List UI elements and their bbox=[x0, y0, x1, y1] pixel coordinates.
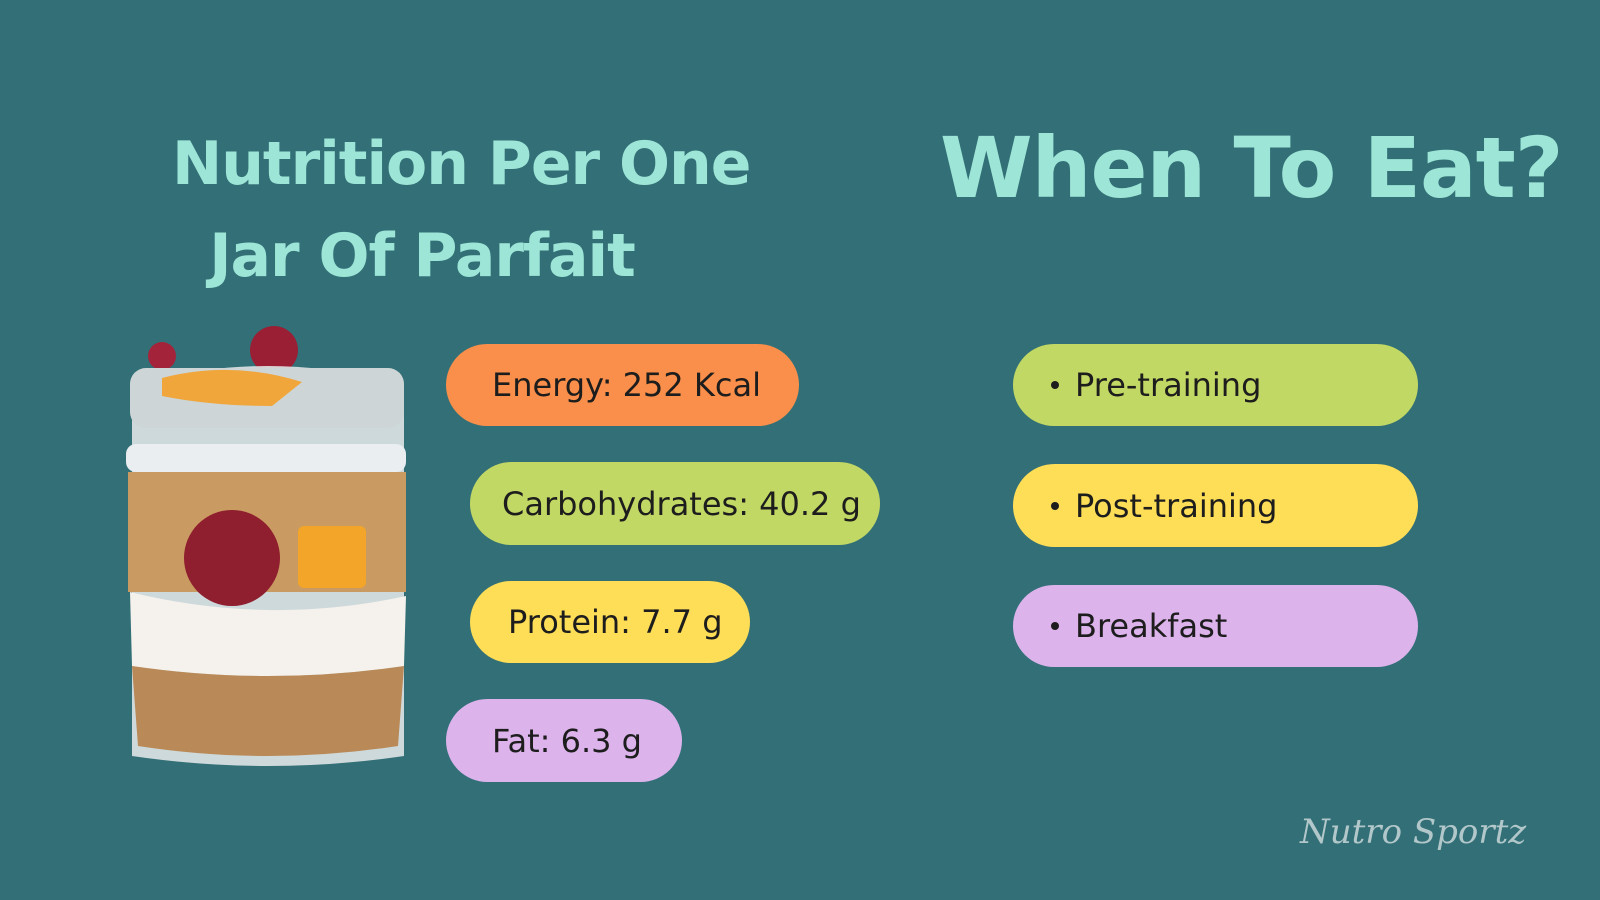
bullet bbox=[1051, 622, 1059, 630]
timing-pill: Breakfast bbox=[1013, 585, 1418, 667]
bullet bbox=[1051, 381, 1059, 389]
nutrient-pill: Energy: 252 Kcal bbox=[446, 344, 799, 426]
brand-logo: Nutro Sportz bbox=[1300, 812, 1527, 852]
nutrient-pill: Fat: 6.3 g bbox=[446, 699, 682, 782]
timing-pill: Post-training bbox=[1013, 464, 1418, 547]
bullet bbox=[1051, 501, 1059, 510]
timing-pill: Pre-training bbox=[1013, 344, 1418, 426]
nutrient-text: Energy: 252 Kcal bbox=[492, 366, 761, 404]
timing-text: Breakfast bbox=[1075, 607, 1228, 645]
nutrient-text: Protein: 7.7 g bbox=[508, 603, 723, 641]
timing-text: Post-training bbox=[1075, 486, 1278, 525]
title-line: Nutrition Per One bbox=[172, 129, 751, 199]
nutrient-text: Carbohydrates: 40.2 g bbox=[502, 484, 861, 523]
parfait-jar bbox=[126, 326, 406, 766]
title-line: Jar Of Parfait bbox=[209, 221, 636, 291]
when-title: When To Eat? bbox=[940, 119, 1564, 217]
nutrient-text: Fat: 6.3 g bbox=[492, 721, 642, 760]
nutrient-pill: Protein: 7.7 g bbox=[470, 581, 750, 663]
nutrition-title: Nutrition Per One Jar Of Parfait bbox=[172, 118, 751, 302]
nutrient-pill: Carbohydrates: 40.2 g bbox=[470, 462, 880, 545]
timing-text: Pre-training bbox=[1075, 366, 1262, 404]
